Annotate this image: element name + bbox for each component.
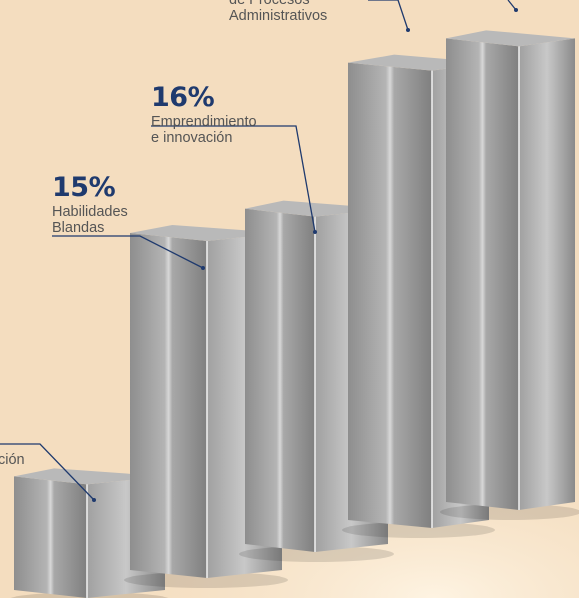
bar-shadow <box>440 504 579 520</box>
bar-3-name-line-2: e innovación <box>151 130 233 146</box>
label-bar-1: ción <box>0 452 25 468</box>
bar-shadow <box>124 572 288 588</box>
bar-2-name-line-2: Blandas <box>52 220 105 236</box>
bar-3-name-line-1: Emprendimiento <box>151 114 257 130</box>
bar-4-name-line-2: Administrativos <box>229 8 328 24</box>
connector-line-1 <box>0 443 95 501</box>
connector-dot-5 <box>514 8 518 12</box>
bar-front-face <box>348 62 432 529</box>
bar-front-face <box>245 208 315 552</box>
bar-1-name-line-1: ción <box>0 452 25 468</box>
bar-front-face <box>14 476 87 598</box>
connector-dot-4 <box>406 28 410 32</box>
bar-top-face <box>14 468 165 485</box>
connector-line-5 <box>507 0 517 11</box>
bar-side-face <box>519 38 575 510</box>
bar-3-percent: 16% <box>151 82 215 113</box>
bar-5 <box>440 30 579 520</box>
connector-line-4 <box>368 0 409 31</box>
bar-2-name-line-1: Habilidades <box>52 204 128 220</box>
bar-top-face <box>130 225 282 241</box>
bar-top-face <box>245 200 388 217</box>
bar-shadow <box>239 546 394 562</box>
connector-dot-1 <box>92 498 96 502</box>
bar-front-face <box>130 233 207 578</box>
bar-4-name-line-1: de Procesos <box>229 0 310 8</box>
connector-line-3 <box>151 125 316 233</box>
connector-dot-3 <box>313 230 317 234</box>
bar-shadow <box>342 522 495 538</box>
bar-top-face <box>446 30 575 47</box>
bar-front-face <box>446 38 519 510</box>
label-bar-2: 15% Habilidades Blandas <box>52 172 128 236</box>
connector-line-2 <box>52 235 204 269</box>
bar-2-percent: 15% <box>52 172 116 203</box>
label-bar-3: 16% Emprendimiento e innovación <box>151 82 257 146</box>
connector-dot-2 <box>201 266 205 270</box>
label-bar-4: de Procesos Administrativos <box>229 0 327 24</box>
